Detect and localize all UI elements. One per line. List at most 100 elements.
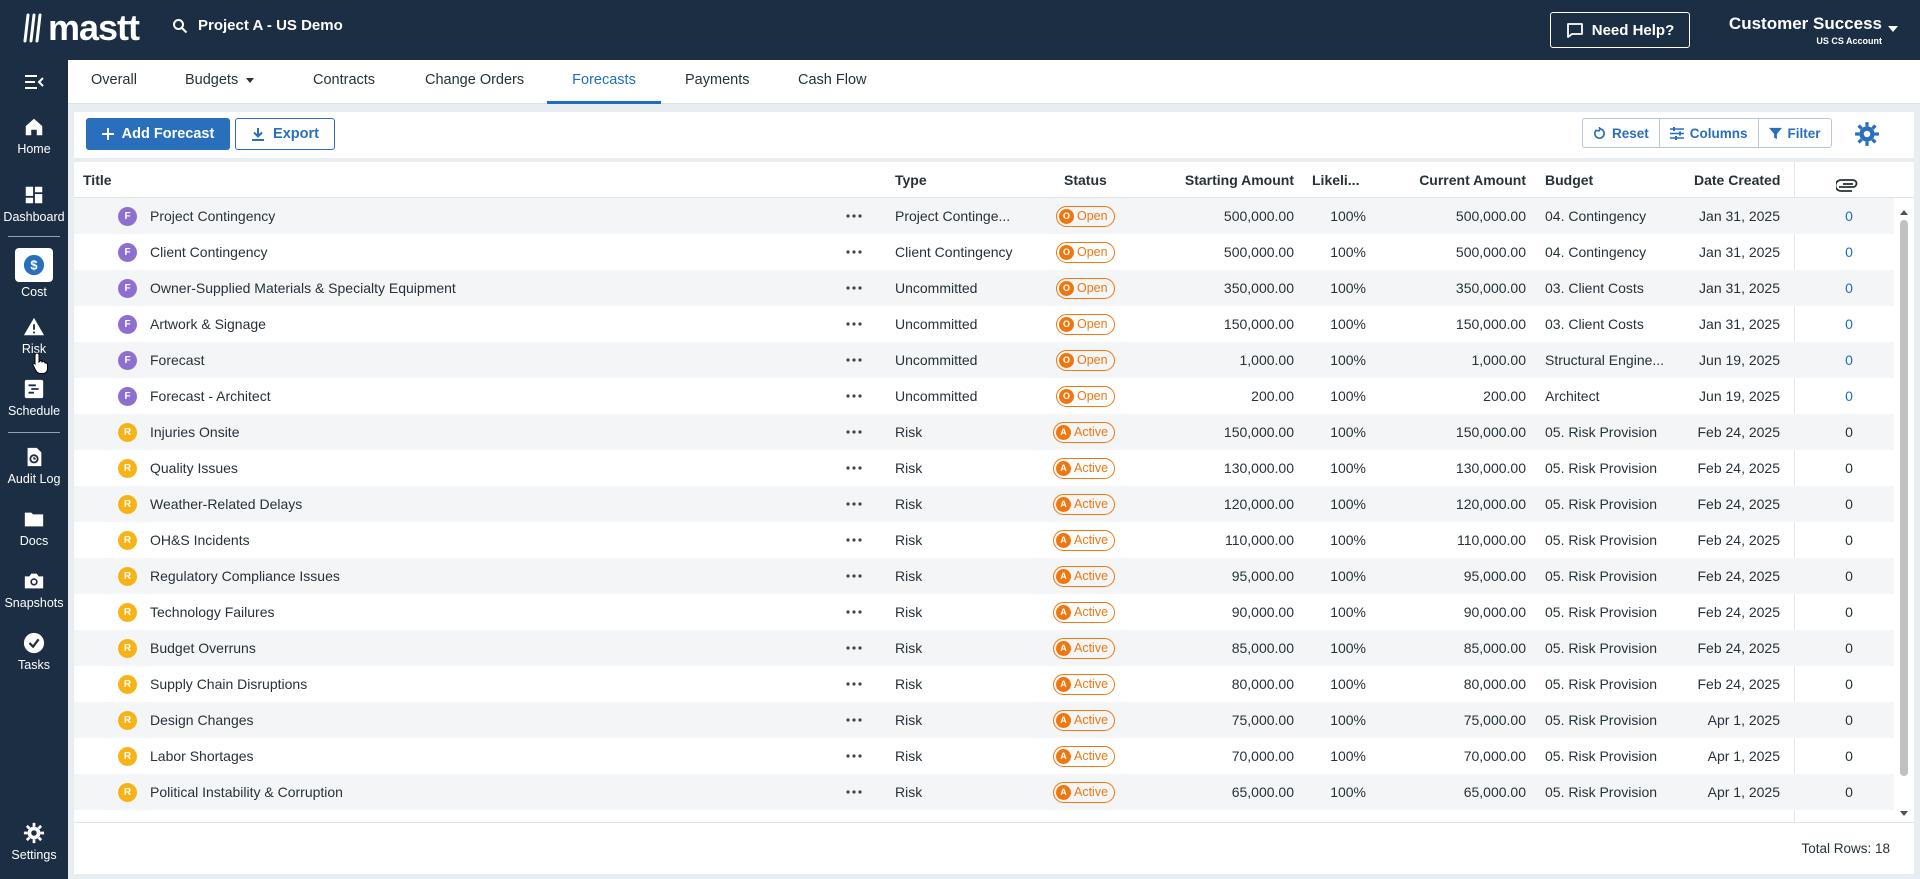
more-options-icon[interactable] bbox=[846, 790, 862, 794]
sidebar-item-risk[interactable]: Risk bbox=[0, 316, 68, 356]
more-options-icon[interactable] bbox=[846, 538, 862, 542]
more-options-icon[interactable] bbox=[846, 574, 862, 578]
more-options-icon[interactable] bbox=[846, 502, 862, 506]
tab-change-orders[interactable]: Change Orders bbox=[425, 72, 525, 88]
row-title[interactable]: Owner-Supplied Materials & Specialty Equ… bbox=[150, 280, 456, 296]
more-options-icon[interactable] bbox=[846, 610, 862, 614]
tab-forecasts[interactable]: Forecasts bbox=[547, 60, 661, 104]
more-options-icon[interactable] bbox=[846, 214, 862, 218]
sidebar-item-dashboard[interactable]: Dashboard bbox=[0, 184, 68, 224]
column-header-budget[interactable]: Budget bbox=[1545, 172, 1594, 188]
row-title[interactable]: Project Contingency bbox=[150, 208, 276, 224]
row-title[interactable]: Design Changes bbox=[150, 712, 254, 728]
table-row[interactable]: F Forecast Uncommitted O Open 1,000.00 1… bbox=[74, 342, 1894, 378]
row-attachments-count[interactable]: 0 bbox=[1845, 244, 1853, 260]
tab-overall[interactable]: Overall bbox=[91, 72, 137, 88]
table-row[interactable]: R Budget Overruns Risk A Active 85,000.0… bbox=[74, 630, 1894, 666]
gear-icon[interactable] bbox=[1854, 121, 1880, 147]
row-attachments-count[interactable]: 0 bbox=[1845, 676, 1853, 692]
account-menu[interactable]: Customer Success US CS Account bbox=[1722, 14, 1882, 46]
row-title[interactable]: OH&S Incidents bbox=[150, 532, 250, 548]
more-options-icon[interactable] bbox=[846, 430, 862, 434]
mastt-logo[interactable]: mastt bbox=[22, 7, 140, 48]
chevron-down-icon[interactable] bbox=[1888, 26, 1898, 32]
more-options-icon[interactable] bbox=[846, 682, 862, 686]
column-header-starting-amount[interactable]: Starting Amount bbox=[1184, 172, 1294, 188]
row-attachments-count[interactable]: 0 bbox=[1845, 604, 1853, 620]
more-options-icon[interactable] bbox=[846, 286, 862, 290]
filter-button[interactable]: Filter bbox=[1759, 119, 1831, 147]
row-title[interactable]: Injuries Onsite bbox=[150, 424, 240, 440]
row-title[interactable]: Quality Issues bbox=[150, 460, 238, 476]
project-selector[interactable]: Project A - US Demo bbox=[172, 17, 343, 34]
row-title[interactable]: Client Contingency bbox=[150, 244, 268, 260]
row-title[interactable]: Technology Failures bbox=[150, 604, 275, 620]
column-header-type[interactable]: Type bbox=[895, 172, 927, 188]
row-attachments-count[interactable]: 0 bbox=[1845, 532, 1853, 548]
column-header-likelihood[interactable]: Likeli... bbox=[1312, 172, 1360, 188]
column-header-date-created[interactable]: Date Created bbox=[1694, 172, 1781, 188]
table-row[interactable]: F Artwork & Signage Uncommitted O Open 1… bbox=[74, 306, 1894, 342]
more-options-icon[interactable] bbox=[846, 358, 862, 362]
table-row[interactable]: R Quality Issues Risk A Active 130,000.0… bbox=[74, 450, 1894, 486]
table-row[interactable]: R Injuries Onsite Risk A Active 150,000.… bbox=[74, 414, 1894, 450]
row-title[interactable]: Forecast bbox=[150, 352, 205, 368]
more-options-icon[interactable] bbox=[846, 754, 862, 758]
table-row[interactable]: R Weather-Related Delays Risk A Active 1… bbox=[74, 486, 1894, 522]
sidebar-item-settings[interactable]: Settings bbox=[0, 822, 68, 862]
more-options-icon[interactable] bbox=[846, 466, 862, 470]
table-row[interactable]: R Political Instability & Corruption Ris… bbox=[74, 774, 1894, 810]
tab-contracts[interactable]: Contracts bbox=[313, 72, 376, 88]
more-options-icon[interactable] bbox=[846, 718, 862, 722]
table-row[interactable]: R Design Changes Risk A Active 75,000.00… bbox=[74, 702, 1894, 738]
table-row[interactable]: F Owner-Supplied Materials & Specialty E… bbox=[74, 270, 1894, 306]
row-attachments-count[interactable]: 0 bbox=[1845, 568, 1853, 584]
scroll-down-icon[interactable] bbox=[1899, 810, 1909, 818]
row-title[interactable]: Supply Chain Disruptions bbox=[150, 676, 308, 692]
row-attachments-count[interactable]: 0 bbox=[1845, 460, 1853, 476]
row-title[interactable]: Labor Shortages bbox=[150, 748, 254, 764]
scrollbar-thumb[interactable] bbox=[1900, 220, 1908, 776]
row-attachments-count[interactable]: 0 bbox=[1845, 424, 1853, 440]
row-title[interactable]: Budget Overruns bbox=[150, 640, 256, 656]
tab-cash-flow[interactable]: Cash Flow bbox=[798, 72, 867, 88]
row-attachments-count[interactable]: 0 bbox=[1845, 640, 1853, 656]
row-attachments-count[interactable]: 0 bbox=[1845, 712, 1853, 728]
need-help-button[interactable]: Need Help? bbox=[1550, 12, 1690, 48]
table-row[interactable]: R Regulatory Compliance Issues Risk A Ac… bbox=[74, 558, 1894, 594]
column-header-status[interactable]: Status bbox=[1064, 172, 1107, 188]
row-attachments-count[interactable]: 0 bbox=[1845, 352, 1853, 368]
table-row[interactable]: F Client Contingency Client Contingency … bbox=[74, 234, 1894, 270]
column-header-title[interactable]: Title bbox=[83, 172, 112, 188]
row-title[interactable]: Political Instability & Corruption bbox=[150, 784, 343, 800]
scroll-up-icon[interactable] bbox=[1899, 208, 1909, 216]
tab-budgets[interactable]: Budgets bbox=[185, 60, 255, 104]
row-attachments-count[interactable]: 0 bbox=[1845, 496, 1853, 512]
vertical-scrollbar[interactable] bbox=[1898, 206, 1910, 822]
sidebar-item-tasks[interactable]: Tasks bbox=[0, 632, 68, 672]
row-attachments-count[interactable]: 0 bbox=[1845, 208, 1853, 224]
more-options-icon[interactable] bbox=[846, 394, 862, 398]
row-title[interactable]: Weather-Related Delays bbox=[150, 496, 303, 512]
sidebar-item-schedule[interactable]: Schedule bbox=[0, 378, 68, 418]
sidebar-item-snapshots[interactable]: Snapshots bbox=[0, 570, 68, 610]
row-attachments-count[interactable]: 0 bbox=[1845, 784, 1853, 800]
more-options-icon[interactable] bbox=[846, 322, 862, 326]
sidebar-item-cost[interactable]: $ Cost bbox=[0, 248, 68, 299]
row-attachments-count[interactable]: 0 bbox=[1845, 316, 1853, 332]
table-row[interactable]: F Project Contingency Project Continge..… bbox=[74, 198, 1894, 234]
sidebar-item-audit-log[interactable]: Audit Log bbox=[0, 446, 68, 486]
row-title[interactable]: Regulatory Compliance Issues bbox=[150, 568, 340, 584]
export-button[interactable]: Export bbox=[235, 118, 335, 150]
column-header-current-amount[interactable]: Current Amount bbox=[1419, 172, 1526, 188]
row-title[interactable]: Artwork & Signage bbox=[150, 316, 266, 332]
table-row[interactable]: R OH&S Incidents Risk A Active 110,000.0… bbox=[74, 522, 1894, 558]
reset-button[interactable]: Reset bbox=[1583, 119, 1660, 147]
more-options-icon[interactable] bbox=[846, 250, 862, 254]
paperclip-icon[interactable] bbox=[1834, 172, 1858, 192]
row-title[interactable]: Forecast - Architect bbox=[150, 388, 271, 404]
add-forecast-button[interactable]: Add Forecast bbox=[86, 118, 230, 150]
table-row[interactable]: R Technology Failures Risk A Active 90,0… bbox=[74, 594, 1894, 630]
row-attachments-count[interactable]: 0 bbox=[1845, 748, 1853, 764]
row-attachments-count[interactable]: 0 bbox=[1845, 280, 1853, 296]
